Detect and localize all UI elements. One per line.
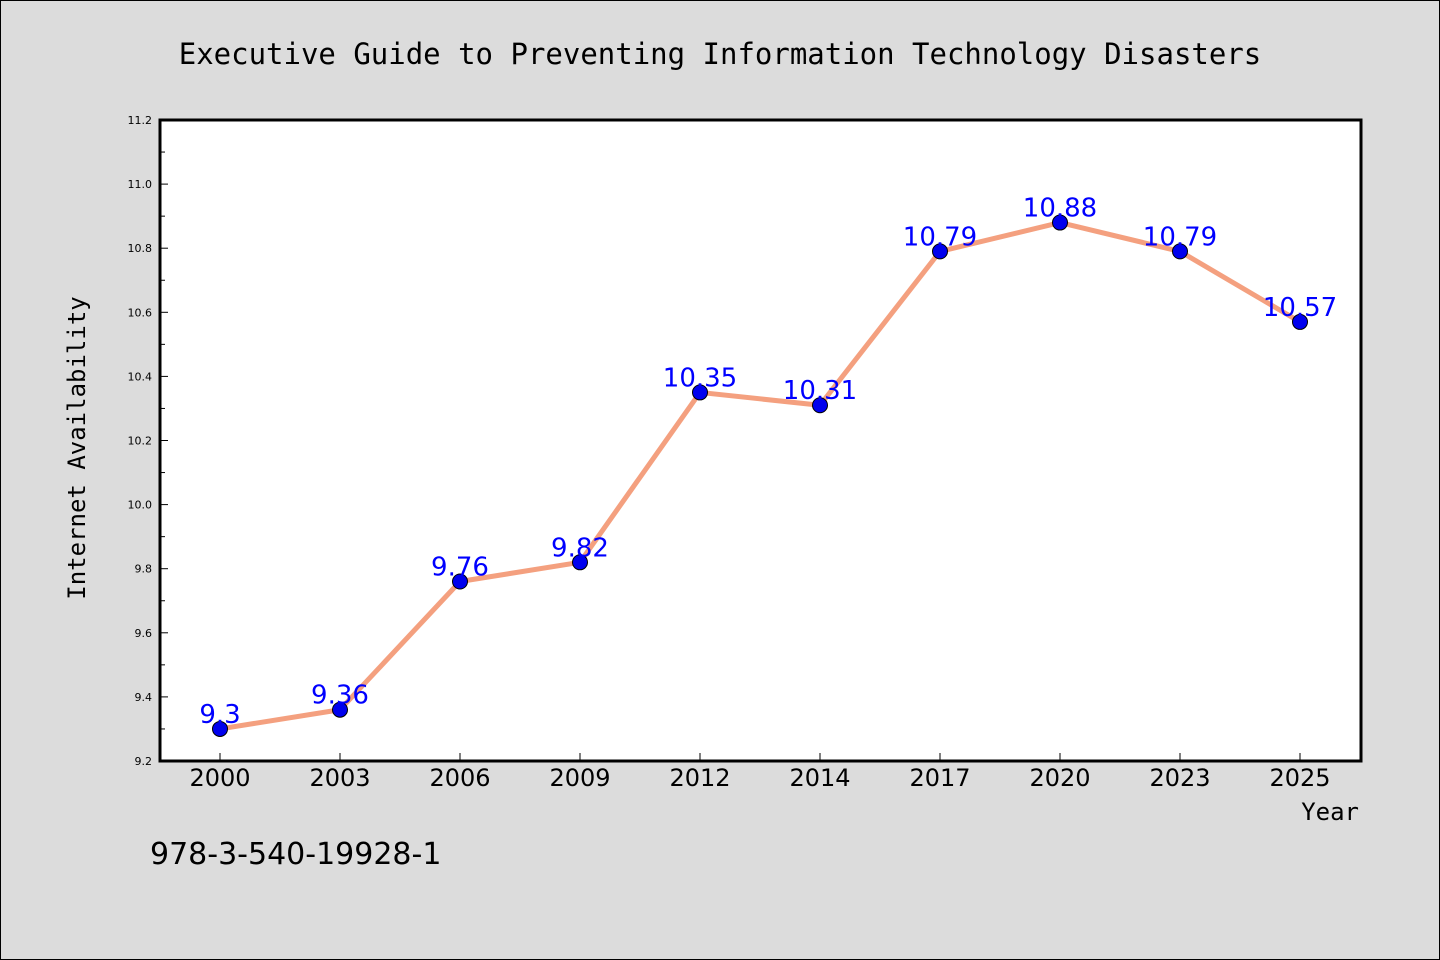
- y-tick-label: 10.6: [128, 306, 153, 319]
- x-tick-label: 2020: [1029, 764, 1090, 792]
- x-tick-label: 2009: [549, 764, 610, 792]
- data-point: [932, 243, 948, 260]
- y-tick-label: 11.2: [128, 114, 153, 127]
- data-point: [572, 554, 588, 571]
- data-label: 10.31: [783, 376, 857, 406]
- x-tick-label: 2023: [1149, 764, 1210, 792]
- data-point: [332, 701, 348, 718]
- data-point: [212, 720, 228, 737]
- y-axis-label: Internet Availability: [63, 296, 91, 599]
- data-label: 9.3: [199, 700, 240, 730]
- y-tick-label: 9.6: [135, 627, 153, 640]
- data-point: [1292, 313, 1308, 330]
- data-label: 10.79: [903, 222, 977, 252]
- x-tick-label: 2012: [669, 764, 730, 792]
- y-tick-label: 9.8: [135, 563, 153, 576]
- chart-title: Executive Guide to Preventing Informatio…: [179, 37, 1262, 71]
- y-tick-label: 11.0: [128, 178, 153, 191]
- series-markers: [212, 214, 1308, 737]
- data-label: 10.79: [1143, 222, 1217, 252]
- y-tick-label: 9.2: [135, 755, 153, 768]
- isbn-text: 978-3-540-19928-1: [150, 837, 441, 872]
- x-tick-label: 2025: [1269, 764, 1330, 792]
- y-tick-label: 9.4: [135, 691, 153, 704]
- data-label: 9.82: [551, 533, 609, 563]
- plot-border: [158, 118, 1363, 763]
- data-point: [1172, 243, 1188, 260]
- data-label: 9.36: [311, 681, 369, 711]
- data-point: [1052, 214, 1068, 231]
- x-tick-label: 2000: [189, 764, 250, 792]
- x-tick-label: 2003: [309, 764, 370, 792]
- data-point: [812, 397, 828, 414]
- data-label: 10.88: [1023, 194, 1097, 224]
- x-tick-label: 2017: [909, 764, 970, 792]
- y-tick-label: 10.0: [128, 499, 153, 512]
- y-tick-label: 10.4: [128, 370, 153, 383]
- data-labels: 9.3 9.36 9.76 9.82 10.35 10.31 10.79 10.88 10.79…: [199, 194, 1337, 730]
- data-point: [692, 384, 708, 401]
- x-tick-label: 2014: [789, 764, 850, 792]
- plot-area: [160, 120, 1361, 761]
- series-line: [219, 220, 1302, 732]
- data-point: [452, 573, 468, 590]
- data-label: 10.35: [663, 363, 737, 393]
- y-tick-label: 10.2: [128, 435, 153, 448]
- x-axis-label: Year: [1301, 798, 1359, 826]
- data-label: 9.76: [431, 553, 489, 583]
- x-tick-label: 2006: [429, 764, 490, 792]
- x-axis-ticks: 2000 2003 2006 2009 2012 2014 2017 2020 2023 2025: [189, 753, 1331, 792]
- data-label: 10.57: [1263, 293, 1337, 323]
- y-tick-label: 10.8: [128, 242, 153, 255]
